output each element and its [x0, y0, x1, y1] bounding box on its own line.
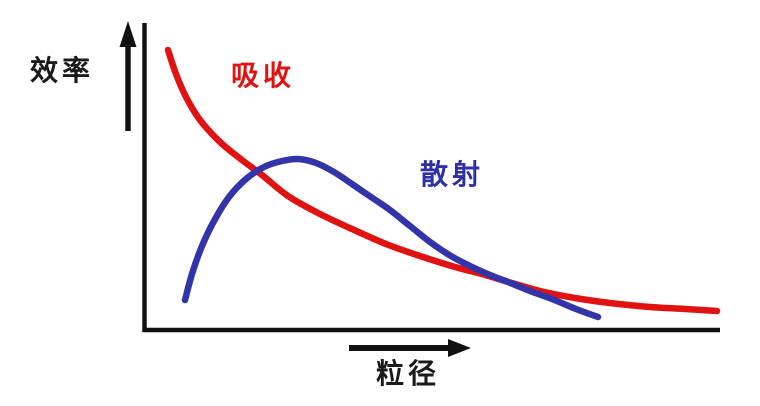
- x-axis-arrow: [349, 339, 471, 357]
- x-axis-label: 粒径: [376, 358, 441, 389]
- y-axis-arrow: [119, 21, 137, 131]
- absorption-curve: [164, 46, 721, 315]
- x-axis-arrowhead-icon: [448, 339, 471, 357]
- scattering-curve-label: 散射: [420, 159, 485, 190]
- scattering-curve: [181, 155, 602, 321]
- y-axis-label: 效率: [30, 55, 95, 86]
- y-axis-arrowhead-icon: [119, 21, 137, 47]
- absorption-curve-label: 吸收: [231, 60, 296, 91]
